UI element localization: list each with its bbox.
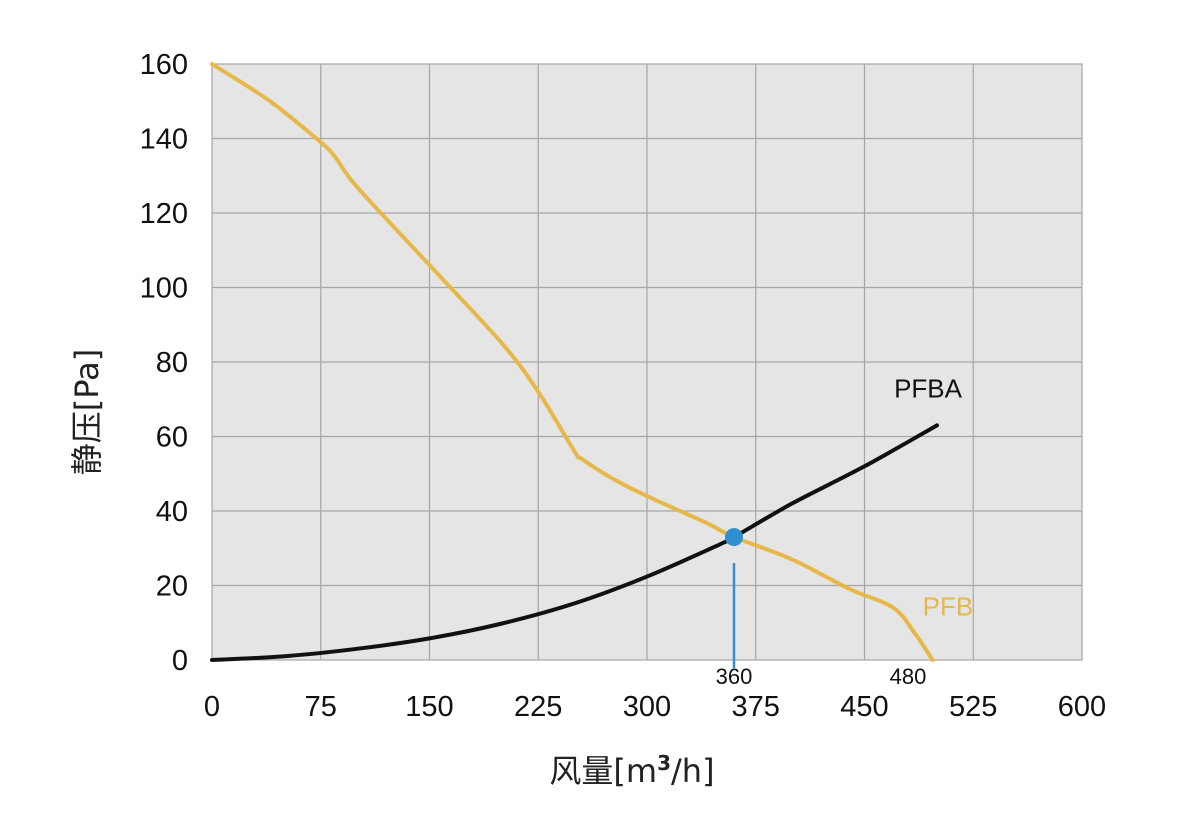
y-tick-label: 140	[140, 124, 188, 156]
y-axis-title: 静压[Pa]	[68, 349, 106, 475]
y-tick-label: 0	[172, 645, 188, 677]
series-line-pfba	[210, 423, 939, 662]
operating-point-marker	[725, 528, 743, 547]
x-axis-ticks: 0 75 150 225 300 375 450 525 600	[204, 691, 1106, 723]
y-tick-label: 40	[156, 496, 188, 528]
series-line-pfb	[210, 62, 935, 662]
operating-point-group: 360 480	[716, 528, 927, 689]
y-axis-ticks: 0 20 40 60 80 100 120 140 160	[140, 49, 188, 677]
x-tick-label: 450	[840, 691, 888, 723]
y-tick-label: 100	[140, 273, 188, 305]
y-tick-label: 60	[156, 422, 188, 454]
y-tick-label: 120	[140, 198, 188, 230]
x-tick-label: 75	[305, 691, 337, 723]
x-axis-title-superscript: 3	[657, 751, 671, 775]
x-tick-label: 600	[1058, 691, 1106, 723]
series-label-pfb: PFB	[923, 591, 974, 621]
series-lines: PFBA PFB	[210, 62, 974, 662]
y-tick-label: 20	[156, 571, 188, 603]
marker-480-label: 480	[890, 664, 927, 689]
x-axis-title-main: 风量[m	[549, 752, 657, 790]
x-tick-label: 225	[514, 691, 562, 723]
grid-lines	[212, 64, 1082, 660]
x-tick-label: 150	[405, 691, 453, 723]
x-axis-title: 风量[m3/h]	[549, 751, 714, 790]
operating-point-label: 360	[716, 664, 753, 689]
x-tick-label: 300	[623, 691, 671, 723]
x-axis-title-tail: /h]	[671, 752, 715, 790]
y-tick-label: 160	[140, 49, 188, 81]
x-tick-label: 375	[732, 691, 780, 723]
series-label-pfba: PFBA	[894, 373, 963, 403]
x-tick-label: 0	[204, 691, 220, 723]
x-tick-label: 525	[949, 691, 997, 723]
y-tick-label: 80	[156, 347, 188, 379]
